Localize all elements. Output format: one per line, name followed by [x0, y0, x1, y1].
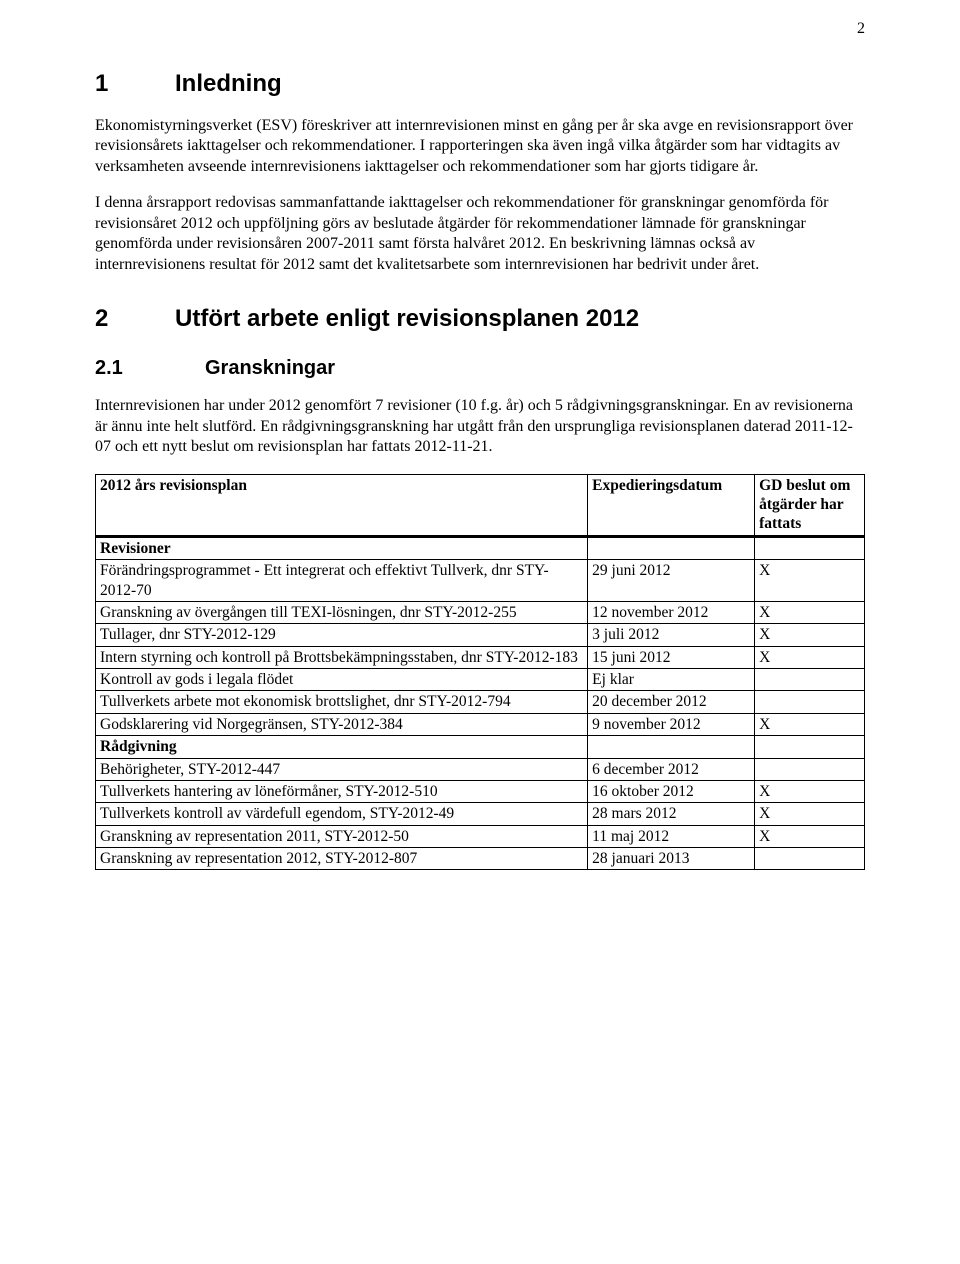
table-cell-date: 20 december 2012 [588, 691, 755, 713]
table-cell-decision: X [755, 646, 865, 668]
table-row: Tullverkets hantering av löneförmåner, S… [96, 780, 865, 802]
table-cell-date: 16 oktober 2012 [588, 780, 755, 802]
table-cell-date [588, 736, 755, 758]
table-cell-plan: Granskning av övergången till TEXI-lösni… [96, 601, 588, 623]
table-cell-plan: Förändringsprogrammet - Ett integrerat o… [96, 560, 588, 602]
table-cell-date: Ej klar [588, 669, 755, 691]
table-cell-decision [755, 691, 865, 713]
table-cell-plan: Granskning av representation 2012, STY-2… [96, 848, 588, 870]
table-row: Granskning av representation 2012, STY-2… [96, 848, 865, 870]
table-cell-plan: Tullager, dnr STY-2012-129 [96, 624, 588, 646]
table-cell-date: 12 november 2012 [588, 601, 755, 623]
paragraph: I denna årsrapport redovisas sammanfatta… [95, 193, 865, 275]
table-body: RevisionerFörändringsprogrammet - Ett in… [96, 536, 865, 870]
table-row: Förändringsprogrammet - Ett integrerat o… [96, 560, 865, 602]
table-row: Tullager, dnr STY-2012-1293 juli 2012X [96, 624, 865, 646]
table-cell-plan: Revisioner [96, 536, 588, 559]
table-cell-date: 9 november 2012 [588, 713, 755, 735]
table-cell-plan: Tullverkets kontroll av värdefull egendo… [96, 803, 588, 825]
table-header-row: 2012 års revisionsplan Expedieringsdatum… [96, 474, 865, 536]
table-row: Granskning av representation 2011, STY-2… [96, 825, 865, 847]
table-cell-date: 28 mars 2012 [588, 803, 755, 825]
table-cell-decision [755, 736, 865, 758]
table-cell-date: 29 juni 2012 [588, 560, 755, 602]
table-cell-date: 15 juni 2012 [588, 646, 755, 668]
table-cell-plan: Rådgivning [96, 736, 588, 758]
table-cell-plan: Intern styrning och kontroll på Brottsbe… [96, 646, 588, 668]
page-number: 2 [857, 20, 865, 38]
heading-number: 2.1 [95, 357, 205, 380]
table-cell-decision [755, 758, 865, 780]
heading-title: Inledning [175, 70, 282, 98]
table-row: Intern styrning och kontroll på Brottsbe… [96, 646, 865, 668]
table-cell-decision: X [755, 713, 865, 735]
table-header-col1: 2012 års revisionsplan [96, 474, 588, 536]
heading-title: Granskningar [205, 357, 335, 380]
table-row: Rådgivning [96, 736, 865, 758]
table-header-col3: GD beslut om åtgärder har fattats [755, 474, 865, 536]
table-cell-plan: Behörigheter, STY-2012-447 [96, 758, 588, 780]
table-row: Godsklarering vid Norgegränsen, STY-2012… [96, 713, 865, 735]
table-cell-plan: Granskning av representation 2011, STY-2… [96, 825, 588, 847]
table-cell-decision: X [755, 601, 865, 623]
table-cell-date: 3 juli 2012 [588, 624, 755, 646]
heading-number: 1 [95, 70, 175, 98]
heading-2-1-granskningar: 2.1 Granskningar [95, 357, 865, 380]
table-cell-decision [755, 848, 865, 870]
table-cell-plan: Kontroll av gods i legala flödet [96, 669, 588, 691]
heading-title: Utfört arbete enligt revisionsplanen 201… [175, 305, 639, 333]
paragraph: Internrevisionen har under 2012 genomför… [95, 396, 865, 457]
heading-2-utfort-arbete: 2 Utfört arbete enligt revisionsplanen 2… [95, 305, 865, 333]
table-cell-decision [755, 669, 865, 691]
heading-1-inledning: 1 Inledning [95, 70, 865, 98]
document-page: 2 1 Inledning Ekonomistyrningsverket (ES… [0, 0, 960, 1264]
table-cell-decision: X [755, 560, 865, 602]
table-cell-date: 28 januari 2013 [588, 848, 755, 870]
table-cell-plan: Tullverkets arbete mot ekonomisk brottsl… [96, 691, 588, 713]
table-row: Tullverkets arbete mot ekonomisk brottsl… [96, 691, 865, 713]
table-row: Revisioner [96, 536, 865, 559]
table-row: Granskning av övergången till TEXI-lösni… [96, 601, 865, 623]
table-row: Behörigheter, STY-2012-4476 december 201… [96, 758, 865, 780]
table-cell-plan: Godsklarering vid Norgegränsen, STY-2012… [96, 713, 588, 735]
table-cell-decision: X [755, 624, 865, 646]
heading-number: 2 [95, 305, 175, 333]
table-cell-decision: X [755, 780, 865, 802]
table-cell-date: 11 maj 2012 [588, 825, 755, 847]
table-cell-decision: X [755, 803, 865, 825]
revisionsplan-table: 2012 års revisionsplan Expedieringsdatum… [95, 474, 865, 871]
table-cell-date [588, 536, 755, 559]
table-row: Tullverkets kontroll av värdefull egendo… [96, 803, 865, 825]
table-header-col2: Expedieringsdatum [588, 474, 755, 536]
paragraph: Ekonomistyrningsverket (ESV) föreskriver… [95, 116, 865, 177]
table-cell-decision: X [755, 825, 865, 847]
table-cell-plan: Tullverkets hantering av löneförmåner, S… [96, 780, 588, 802]
table-cell-date: 6 december 2012 [588, 758, 755, 780]
table-row: Kontroll av gods i legala flödetEj klar [96, 669, 865, 691]
table-cell-decision [755, 536, 865, 559]
